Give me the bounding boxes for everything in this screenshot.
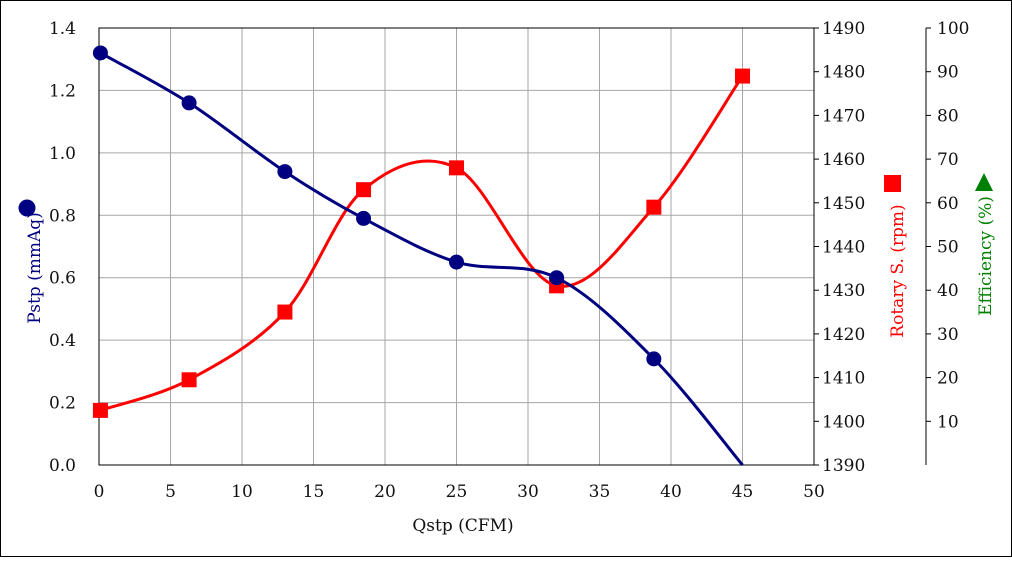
y-right2-axis-label: Efficiency (%) (976, 196, 996, 316)
y-left-legend-circle-marker (18, 199, 36, 217)
x-tick-label: 5 (165, 482, 176, 502)
rotary-speed-point (181, 372, 197, 388)
rotary-speed-point (646, 199, 662, 215)
y-right2-tick-label: 80 (937, 106, 959, 126)
static-pressure-point (549, 270, 565, 286)
y-right2-tick-label: 50 (937, 238, 959, 258)
y-right2-legend-triangle-marker (975, 173, 993, 191)
rotary-speed-point (92, 402, 108, 418)
y-left-tick-label: 0.6 (49, 269, 76, 289)
static-pressure-point (92, 45, 108, 61)
y-right2-tick-label: 70 (937, 150, 959, 170)
x-tick-label: 30 (517, 482, 539, 502)
series (92, 45, 750, 466)
y-right2-tick-label: 20 (937, 369, 959, 389)
x-tick-label: 35 (589, 482, 611, 502)
y-right-tick-label: 1470 (822, 106, 865, 126)
y-right2-tick-label: 30 (937, 325, 959, 345)
y-left-tick-label: 1.2 (49, 81, 76, 101)
x-tick-label: 25 (446, 482, 468, 502)
rotary-speed-point (277, 304, 293, 320)
rotary-speed-point (735, 68, 750, 84)
rotary-speed-point (356, 182, 372, 198)
static-pressure-point (646, 351, 662, 367)
y-right-tick-label: 1400 (822, 412, 865, 432)
static-pressure-point (181, 95, 197, 111)
y-left-tick-label: 0.4 (49, 331, 76, 351)
y-right-legend-square-marker (884, 175, 901, 192)
x-tick-label: 45 (732, 482, 754, 502)
x-tick-label: 10 (231, 482, 253, 502)
y-right-tick-label: 1390 (822, 456, 865, 476)
y-right2-tick-label: 100 (937, 19, 969, 39)
y-right-tick-label: 1480 (822, 63, 865, 83)
y-right-tick-label: 1410 (822, 369, 865, 389)
y-right-tick-label: 1440 (822, 238, 865, 258)
y-right-axis-label: Rotary S. (rpm) (888, 204, 908, 337)
y-left-axis-label: Pstp (mmAq) (25, 212, 45, 324)
static-pressure-point (356, 210, 372, 226)
x-tick-label: 50 (803, 482, 825, 502)
x-axis-label: Qstp (CFM) (412, 516, 513, 536)
y-left-tick-label: 1.4 (49, 19, 76, 39)
axes: 0 5 10 15 20 25 30 35 40 45 50 0.0 0.2 0.4 0.6 0.8 1.0 1.… (49, 19, 970, 502)
y-right2-tick-label: 90 (937, 63, 959, 83)
static-pressure-point (449, 254, 464, 270)
y-right2-tick-label: 10 (937, 412, 959, 432)
static-pressure-point (277, 164, 293, 180)
y-left-tick-label: 0.8 (49, 206, 76, 226)
y-right-tick-label: 1420 (822, 325, 865, 345)
y-right-tick-label: 1490 (822, 19, 865, 39)
y-right-tick-label: 1450 (822, 194, 865, 214)
rotary-speed-point (449, 160, 464, 176)
x-tick-label: 40 (660, 482, 682, 502)
y-right-tick-label: 1430 (822, 281, 865, 301)
y-right2-tick-label: 40 (937, 281, 959, 301)
y-left-tick-label: 0.0 (49, 456, 76, 476)
y-right2-tick-label: 60 (937, 194, 959, 214)
y-left-tick-label: 1.0 (49, 144, 76, 164)
y-right-tick-label: 1460 (822, 150, 865, 170)
x-tick-label: 15 (303, 482, 325, 502)
x-tick-label: 0 (94, 482, 105, 502)
x-tick-label: 20 (374, 482, 396, 502)
y-left-tick-label: 0.2 (49, 394, 76, 414)
